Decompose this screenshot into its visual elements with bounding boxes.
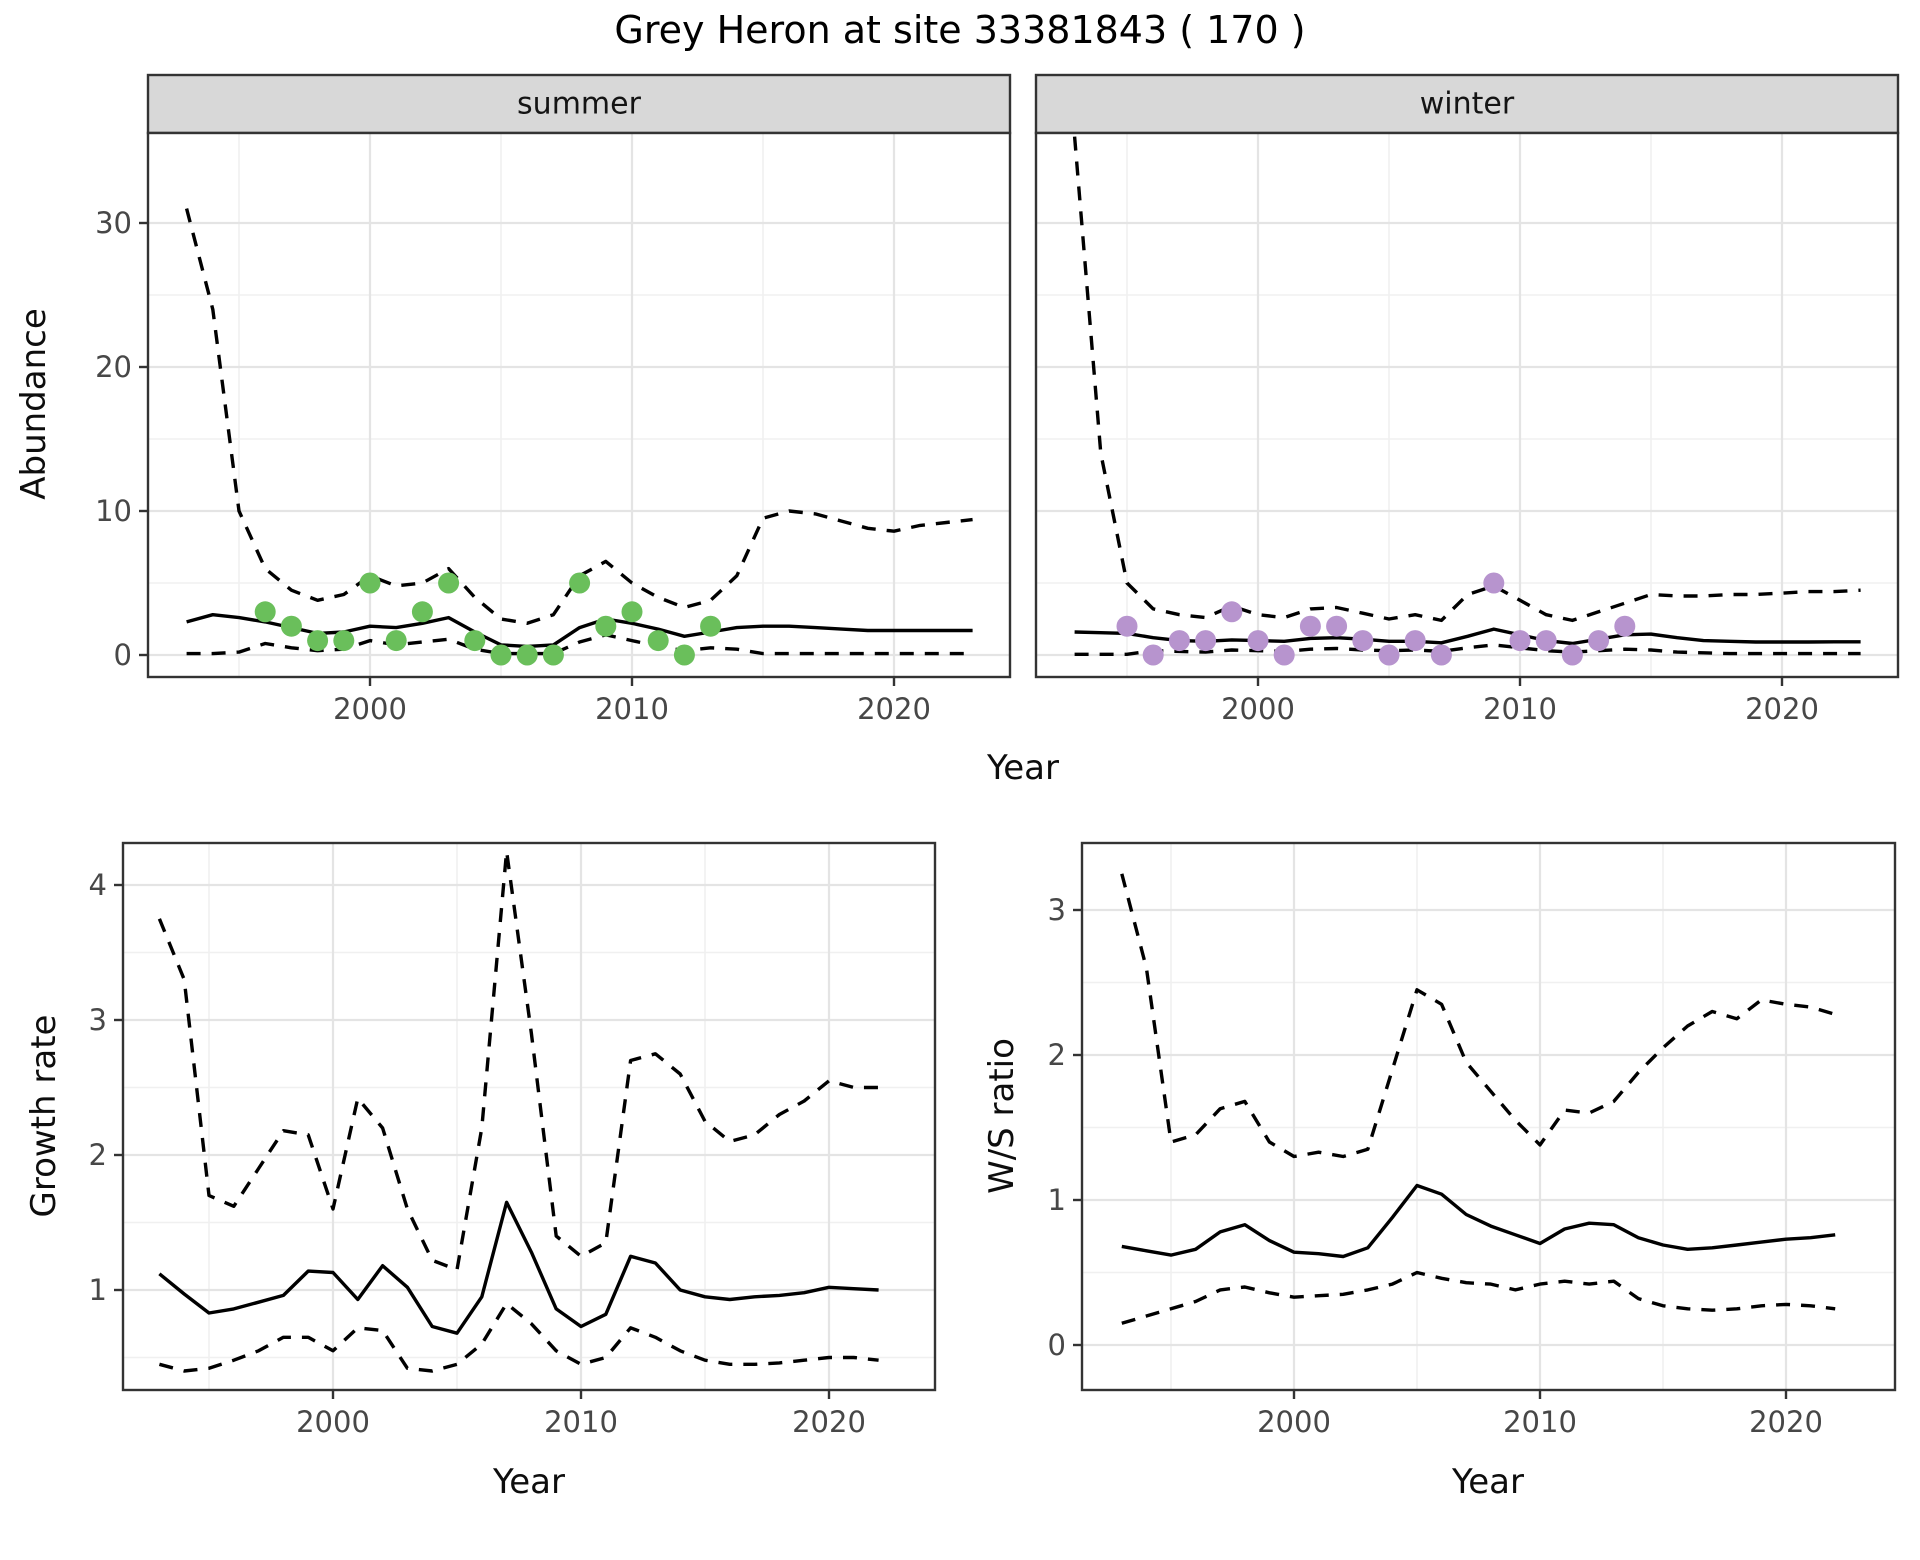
abundance-winter-panel: 2000 2010 2020 [1034,131,1900,726]
y-tick-label: 0 [1048,1328,1066,1362]
abundance-winter-observed-point [1195,630,1217,652]
y-tick-label: 10 [95,494,132,528]
abundance-winter-panel-border [1034,131,1900,679]
abundance-winter-observed-point [1116,615,1138,637]
x-tick-label: 2000 [1257,1405,1331,1439]
abundance-winter-strip [1034,73,1900,135]
abundance-winter-observed-point [1142,644,1164,666]
growth-year-axis-title: Year [493,1462,565,1502]
abundance-summer-observed-point [490,644,512,666]
abundance-winter-observed-point [1273,644,1295,666]
abundance-winter-observed-point [1483,572,1505,594]
x-tick-label: 2010 [1503,1405,1577,1439]
y-tick-label: 3 [89,1003,107,1037]
abundance-winter-observed-point [1168,630,1190,652]
ws-ratio-panel: 2000 2010 2020 0 1 2 3 [1048,841,1897,1439]
abundance-summer-observed-point [647,630,669,652]
abundance-summer-strip [146,73,1012,135]
facet-strip-label-summer: summer [517,86,641,122]
abundance-summer-panel-border [146,131,1012,679]
abundance-summer-observed-point [359,572,381,594]
abundance-summer-observed-point [254,601,276,623]
abundance-winter-observed-point [1509,630,1531,652]
abundance-winter-observed-point [1561,644,1583,666]
abundance-winter-observed-point [1299,615,1321,637]
y-tick-label: 3 [1048,893,1066,927]
ws-ratio-axis-title: W/S ratio [982,1038,1022,1194]
abundance-summer-observed-point [621,601,643,623]
growth-rate-panel-border [121,841,937,1392]
growth-rate-upper-ci-line [157,849,879,1272]
ws-ratio-upper-ci-line [1120,873,1836,1159]
x-tick-label: 2000 [1221,692,1295,726]
abundance-summer-observed-point [700,615,722,637]
facet-strip-label-winter: winter [1419,86,1515,122]
abundance-summer-observed-point [385,630,407,652]
abundance-winter-observed-point [1430,644,1452,666]
ws-year-axis-title: Year [1452,1462,1524,1502]
abundance-winter-lower-ci-line [1074,643,1861,656]
abundance-summer-observed-point [464,630,486,652]
abundance-summer-observed-point [569,572,591,594]
y-tick-label: 0 [114,638,132,672]
y-tick-label: 4 [89,868,107,902]
growth-rate-panel: 2000 2010 2020 1 2 3 4 [89,841,937,1439]
y-tick-label: 2 [89,1138,107,1172]
abundance-summer-observed-point [280,615,302,637]
y-tick-label: 30 [95,206,132,240]
abundance-summer-observed-point [595,615,617,637]
abundance-summer-panel: 2000 2010 2020 0 10 20 30 [95,131,1012,726]
abundance-summer-observed-point [542,644,564,666]
ws-ratio-mean-line [1121,1183,1836,1259]
abundance-winter-observed-point [1247,630,1269,652]
abundance-winter-observed-point [1221,601,1243,623]
abundance-winter-observed-point [1404,630,1426,652]
x-tick-label: 2020 [1749,1405,1823,1439]
y-tick-label: 2 [1048,1038,1066,1072]
x-tick-label: 2020 [1745,692,1819,726]
ws-ratio-panel-border [1080,841,1897,1392]
abundance-axis-title: Abundance [14,308,54,500]
x-tick-label: 2000 [296,1405,370,1439]
abundance-winter-observed-point [1588,630,1610,652]
abundance-summer-observed-point [438,572,460,594]
abundance-summer-observed-point [516,644,538,666]
abundance-winter-observed-point [1614,615,1636,637]
x-tick-label: 2010 [544,1405,618,1439]
x-tick-label: 2000 [333,692,407,726]
x-tick-label: 2020 [857,692,931,726]
abundance-winter-observed-point [1535,630,1557,652]
growth-rate-mean-line [158,1200,879,1335]
growth-rate-lower-ci-line [158,1301,879,1373]
abundance-summer-observed-point [307,630,329,652]
x-tick-label: 2010 [1483,692,1557,726]
abundance-summer-observed-point [411,601,433,623]
x-tick-label: 2020 [792,1405,866,1439]
y-tick-label: 1 [89,1273,107,1307]
y-tick-label: 20 [95,350,132,384]
abundance-summer-observed-point [673,644,695,666]
abundance-winter-observed-point [1352,630,1374,652]
abundance-winter-observed-point [1326,615,1348,637]
x-tick-label: 2010 [595,692,669,726]
abundance-summer-observed-point [333,630,355,652]
growth-rate-axis-title: Growth rate [24,1014,64,1218]
top-year-axis-title: Year [987,748,1059,788]
chart-title: Grey Heron at site 33381843 ( 170 ) [614,8,1306,52]
abundance-winter-observed-point [1378,644,1400,666]
y-tick-label: 1 [1048,1183,1066,1217]
